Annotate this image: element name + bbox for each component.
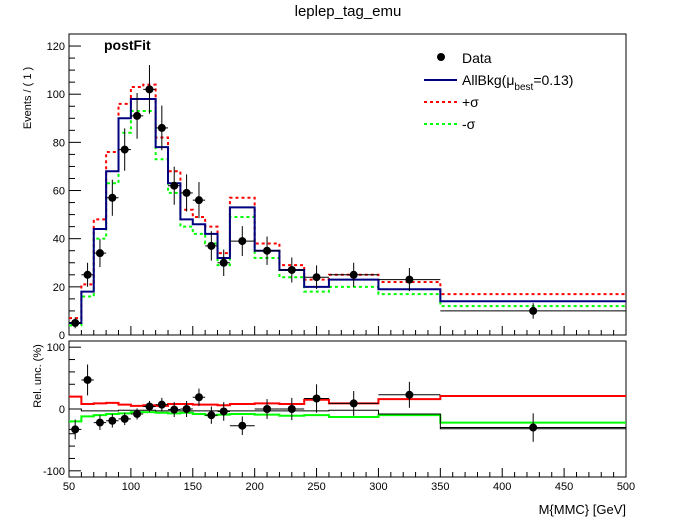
legend-data-label: Data <box>462 50 492 66</box>
data-point <box>312 273 321 282</box>
data-point <box>194 196 203 205</box>
x-tick-label: 400 <box>493 481 511 493</box>
chart-marks: 50 100 150 200 250 300 350 400 450 500 0 20 40 60 80 10… <box>43 33 635 493</box>
y-axis-label-bottom: Rel. unc. (%) <box>32 344 44 408</box>
data-point <box>349 270 358 279</box>
x-tick-label: 150 <box>184 481 202 493</box>
x-axis-label: M{MMC} [GeV] <box>539 502 626 517</box>
data-point <box>133 111 142 120</box>
relunc-point <box>157 400 166 409</box>
data-point <box>182 188 191 197</box>
relunc-point <box>182 405 191 413</box>
data-point <box>263 246 272 255</box>
x-tick-label: 300 <box>369 481 387 493</box>
postfit-label: postFit <box>104 37 151 53</box>
x-tick-label: 250 <box>307 481 325 493</box>
data-point <box>287 265 296 274</box>
x-tick-label: 200 <box>245 481 263 493</box>
minus-sigma-relunc <box>69 411 626 424</box>
plus-sigma-histogram <box>69 83 626 320</box>
y-tick-label-bottom: 0 <box>59 404 65 416</box>
relunc-point <box>405 390 414 399</box>
legend-plus-sigma-label: +σ <box>462 94 479 110</box>
legend-allbkg-label: AllBkg(μbest=0.13) <box>462 72 573 93</box>
legend-minus-sigma-label: -σ <box>462 116 476 132</box>
relunc-point <box>145 402 154 411</box>
x-tick-label: 350 <box>431 481 449 493</box>
relunc-point <box>219 407 228 416</box>
relunc-point <box>170 405 179 414</box>
relunc-point <box>108 416 117 425</box>
data-point <box>170 181 179 190</box>
x-tick-label: 50 <box>63 481 75 493</box>
relunc-point <box>120 414 129 423</box>
relunc-point <box>529 423 538 432</box>
minus-sigma-histogram <box>69 110 626 327</box>
y-tick-label-top: 20 <box>53 282 65 294</box>
data-point <box>120 145 129 154</box>
y-tick-label-top: 100 <box>47 89 65 101</box>
nominal-relunc <box>69 408 626 430</box>
relunc-point <box>194 393 203 402</box>
data-point <box>71 318 80 327</box>
data-point <box>238 237 247 246</box>
chart-title: leplep_tag_emu <box>295 3 402 20</box>
x-tick-label: 450 <box>555 481 573 493</box>
data-point <box>83 270 92 279</box>
data-point <box>529 306 538 315</box>
y-tick-label-top: 60 <box>53 186 65 198</box>
relunc-point <box>207 411 216 420</box>
y-tick-label-top: 40 <box>53 234 65 246</box>
x-tick-label: 500 <box>617 481 635 493</box>
y-tick-label-bottom: 100 <box>47 342 65 354</box>
relunc-point <box>263 405 272 413</box>
data-point <box>95 249 104 258</box>
y-tick-label-top: 0 <box>59 330 65 342</box>
y-tick-label-top: 80 <box>53 137 65 149</box>
relunc-point <box>95 418 104 427</box>
allbkg-histogram <box>69 98 626 324</box>
relunc-point <box>312 394 321 403</box>
relunc-point <box>349 399 358 408</box>
data-point <box>145 85 154 94</box>
data-point <box>219 258 228 267</box>
plus-sigma-relunc <box>69 395 626 407</box>
y-tick-label-bottom: -100 <box>43 466 65 478</box>
top-panel-frame <box>68 33 627 336</box>
relunc-point <box>71 425 80 434</box>
data-point <box>405 275 414 284</box>
legend-data-marker <box>437 53 445 61</box>
y-axis-label-top: Events / ( 1 ) <box>22 67 34 129</box>
relunc-point <box>83 375 92 384</box>
relunc-point <box>287 405 296 413</box>
data-point <box>157 123 166 132</box>
data-point <box>108 193 117 202</box>
relunc-point <box>238 421 247 430</box>
data-point <box>207 241 216 250</box>
relunc-point <box>133 409 142 418</box>
x-tick-label: 100 <box>122 481 140 493</box>
y-tick-label-top: 120 <box>47 41 65 53</box>
